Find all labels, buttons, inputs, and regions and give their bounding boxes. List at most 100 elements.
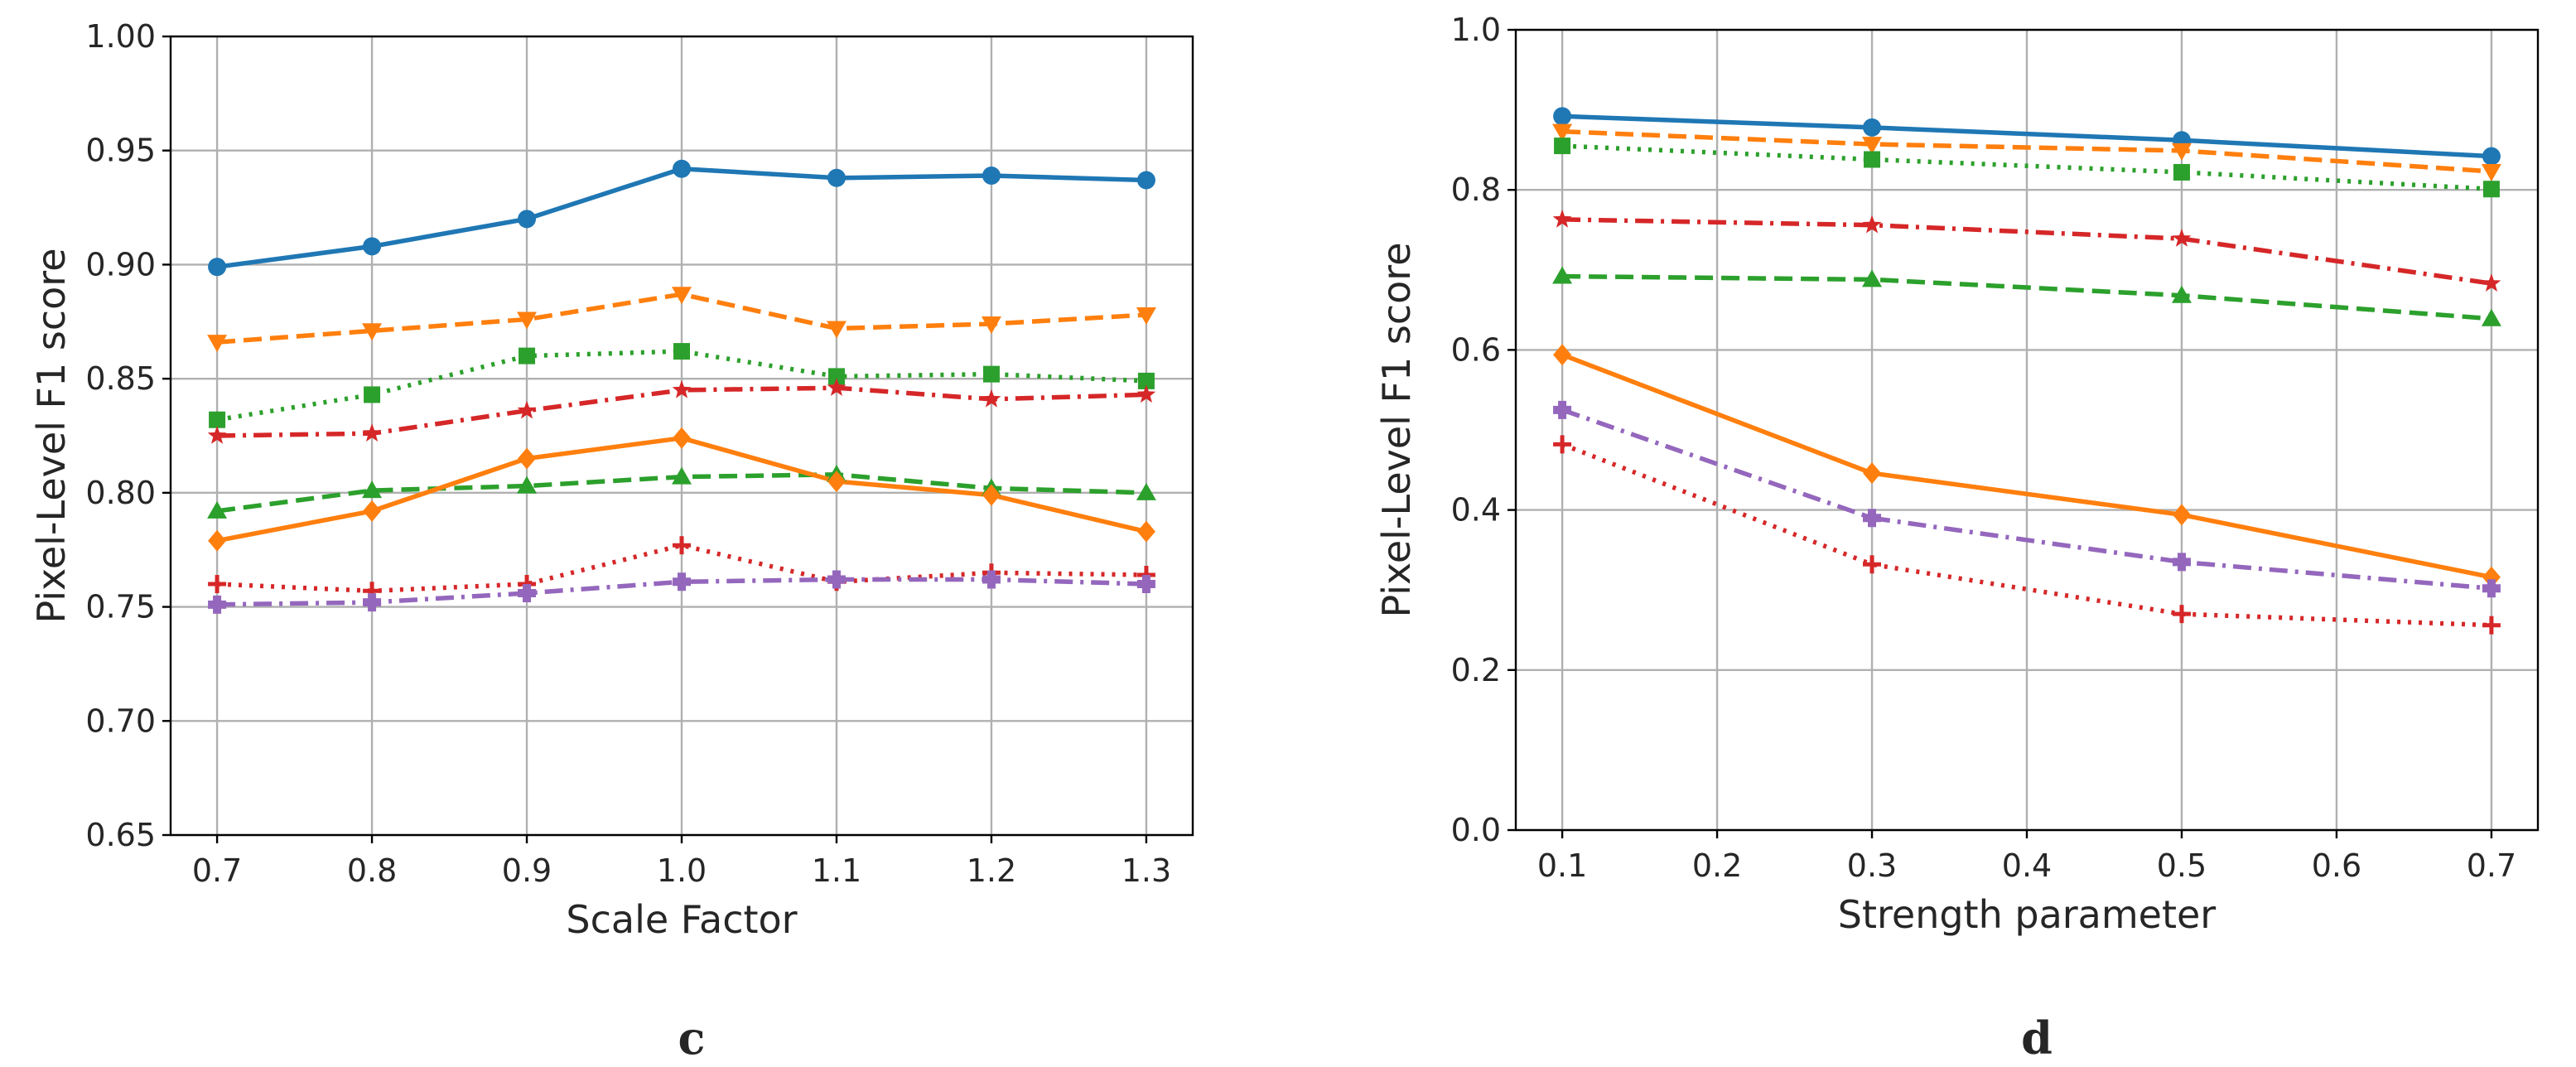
chart-c-y-tick-label-0: 0.65 [85,817,156,853]
chart-d-series-lines [1561,113,2492,628]
chart-c-x-tick-label-2: 0.9 [502,852,552,889]
chart-d-series-s2-point-2 [2171,142,2192,161]
chart-d-x-tick-label-4: 0.5 [2157,847,2207,884]
chart-c-series-s2-point-0 [207,335,228,353]
chart-d-series-s5-point-1 [1862,269,1883,287]
chart-d-series-s1-line [1562,113,2492,159]
chart-c-series-s8-point-0 [208,595,227,614]
chart-c-series-s7-point-3 [673,536,691,555]
chart-c-series-s1-point-0 [208,258,227,277]
chart-d-series-s4-point-2 [2172,229,2192,247]
chart-d-series-s5-point-2 [2171,285,2192,303]
chart-d-series-s7-line [1561,408,2492,591]
chart-c-y-tick-label-1: 0.70 [85,702,156,739]
chart-c-series-s6-point-4 [827,471,846,493]
chart-c-y-tick-label-2: 0.75 [85,589,156,625]
chart-c-series-s7-point-0 [208,575,227,594]
chart-d-series-s2-point-1 [1862,137,1883,155]
chart-c: 0.650.700.750.800.850.900.951.00 0.7 0.8 0… [29,18,1194,1065]
chart-c-y-tick-label-6: 0.95 [85,133,156,169]
chart-c-series-s1-point-3 [673,159,691,178]
chart-d-series-s4-point-1 [1862,215,1882,234]
chart-d-y-tick-label-4: 0.8 [1451,171,1501,208]
chart-d-series-s7-point-0 [1553,400,1572,419]
chart-c-series-s1-point-2 [518,210,537,229]
chart-d-series-s5-point-0 [1552,266,1573,284]
chart-d-series-s7-point-2 [2172,553,2191,572]
chart-d-x-ticks: 0.1 0.2 0.3 0.4 0.5 0.6 0.7 [1537,830,2516,884]
chart-c-series-s6-point-6 [1136,520,1155,543]
chart-c-series-s6-point-0 [208,529,227,552]
chart-d-series-s4-point-3 [2482,273,2501,292]
chart-c-series-s1-point-1 [363,237,382,256]
chart-c-series-s2-point-2 [517,311,538,330]
chart-c-series-s3-point-4 [827,368,845,385]
chart-d-x-tick-label-6: 0.7 [2467,847,2516,884]
chart-c-x-tick-label-6: 1.3 [1122,852,1171,889]
chart-c-series-s6-point-3 [673,427,691,449]
chart-c-series-s8-point-1 [363,593,382,612]
chart-c-series-s4-point-5 [982,389,1001,408]
chart-d-series-s3-point-1 [1864,151,1881,168]
chart-d-series-s7-point-3 [2482,579,2501,598]
chart-d-series-s5-point-3 [2481,308,2501,326]
chart-d-series-s5-line [1562,273,2492,321]
chart-c-x-ticks: 0.7 0.8 0.9 1.0 1.1 1.2 1.3 [192,835,1171,889]
chart-d-x-tick-label-2: 0.3 [1847,847,1897,884]
chart-c-series-s4-point-4 [827,378,847,396]
chart-c-series-s2-point-3 [672,287,692,305]
chart-c-series-s4-point-6 [1136,384,1156,403]
chart-c-panel-label: c [678,1011,706,1065]
chart-d-x-tick-label-0: 0.1 [1537,847,1587,884]
chart-c-y-tick-label-4: 0.85 [85,360,156,397]
chart-d-y-tick-label-1: 0.2 [1451,652,1501,688]
chart-d-markers [1552,107,2501,635]
chart-c-series-s5-point-6 [1136,482,1156,500]
chart-c-series-s8-point-6 [1136,575,1155,594]
chart-c-x-tick-label-0: 0.7 [192,852,242,889]
chart-c-series-s2-point-1 [362,323,383,341]
chart-c-series-s5-point-0 [207,500,228,519]
chart-d-y-tick-label-2: 0.4 [1451,492,1501,529]
chart-d-y-axis-label: Pixel-Level F1 score [1374,243,1419,618]
chart-c-series-s8-point-3 [673,572,691,591]
chart-c-y-tick-label-7: 1.00 [85,18,156,55]
chart-d-series-s6-point-3 [2482,566,2501,588]
chart-c-series-s6-point-2 [518,447,537,470]
chart-c-series-s6-point-5 [982,484,1001,506]
chart-d-y-tick-label-0: 0.0 [1451,812,1501,848]
chart-d-series-s8-point-2 [2172,605,2191,624]
chart-d-series-s8-point-1 [1863,555,1882,574]
chart-d-series-s8-point-3 [2482,616,2501,635]
chart-d-series-s2-point-0 [1552,123,1573,142]
chart-d-series-s2-point-3 [2481,163,2501,181]
chart-c-series-s3-point-5 [982,365,1000,383]
chart-c-x-tick-label-5: 1.2 [967,852,1016,889]
chart-d-x-tick-label-1: 0.2 [1692,847,1742,884]
chart-c-series-s2-point-6 [1136,307,1156,326]
chart-d-x-tick-label-3: 0.4 [2002,847,2052,884]
chart-d-series-s6-point-0 [1553,344,1572,366]
chart-c-series-s1-point-4 [827,168,846,187]
chart-c-x-axis-label: Scale Factor [566,897,797,942]
chart-c-series-s8-point-4 [827,570,846,589]
chart-c-series-s1-point-5 [982,167,1001,186]
chart-c-series-s3-point-2 [519,347,536,365]
chart-d-x-axis-label: Strength parameter [1838,892,2217,937]
chart-c-x-tick-label-4: 1.1 [812,852,861,889]
chart-c-series-s8-point-2 [518,584,537,603]
chart-c-y-ticks: 0.65 0.70 0.75 0.80 0.85 0.90 0.95 1.00 [85,18,171,853]
chart-c-series-s2-point-5 [981,316,1001,335]
chart-d-series-s3-point-0 [1554,138,1571,155]
chart-c-markers [207,159,1156,614]
chart-c-series-s8-point-5 [982,570,1001,589]
chart-d-series-s1-point-3 [2482,147,2501,166]
chart-c-series-s3-point-6 [1137,372,1155,389]
chart-c-x-tick-label-3: 1.0 [657,852,707,889]
chart-c-series-s6-point-1 [363,500,382,522]
chart-c-series-s2-point-4 [826,321,847,339]
chart-d-panel-label: d [2021,1011,2053,1065]
chart-d-y-tick-label-3: 0.6 [1451,331,1501,368]
chart-c-series-s5-point-3 [672,466,692,485]
